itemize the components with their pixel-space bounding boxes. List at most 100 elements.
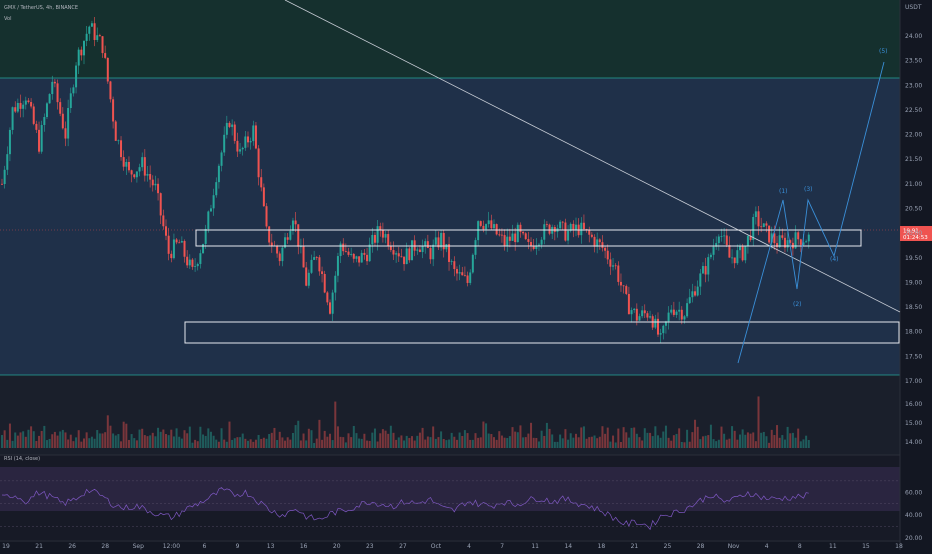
volume-bar bbox=[694, 419, 697, 448]
candle-body bbox=[479, 221, 482, 226]
candle-body bbox=[717, 236, 720, 244]
volume-bar bbox=[752, 432, 755, 448]
volume-bar bbox=[667, 437, 670, 448]
volume-bar bbox=[511, 427, 514, 448]
candle-body bbox=[313, 257, 316, 260]
volume-bar bbox=[805, 435, 808, 448]
volume-bar bbox=[247, 440, 249, 448]
candle-body bbox=[776, 243, 779, 248]
volume-bar bbox=[170, 429, 173, 448]
volume-bar bbox=[429, 437, 432, 448]
volume-bar bbox=[739, 434, 741, 448]
time-tick-label: 20 bbox=[333, 543, 341, 550]
volume-bar bbox=[352, 425, 355, 448]
volume-bar bbox=[64, 432, 67, 448]
candle-body bbox=[339, 243, 342, 257]
volume-bar bbox=[19, 432, 22, 448]
candle-body bbox=[236, 140, 239, 152]
volume-bar bbox=[675, 433, 678, 448]
volume-bar bbox=[313, 443, 316, 448]
candle-body bbox=[64, 128, 67, 139]
volume-bar bbox=[165, 434, 167, 448]
candle-body bbox=[805, 241, 808, 243]
volume-bar bbox=[363, 433, 366, 448]
time-tick-label: Nov bbox=[728, 543, 740, 550]
wave-label-5: (5) bbox=[879, 48, 888, 55]
volume-bar bbox=[366, 440, 369, 448]
candle-body bbox=[519, 224, 522, 232]
candle-body bbox=[56, 83, 59, 103]
elliott-wave-path[interactable] bbox=[737, 61, 885, 364]
upper-zone-box[interactable] bbox=[195, 229, 862, 247]
volume-bar bbox=[527, 433, 530, 448]
candle-body bbox=[606, 250, 609, 260]
lower-zone-box[interactable] bbox=[184, 321, 900, 344]
volume-bar bbox=[720, 426, 723, 448]
price-tick-label: 21.00 bbox=[905, 181, 922, 188]
candle-body bbox=[376, 226, 379, 243]
descending-trendline[interactable] bbox=[284, 0, 901, 313]
volume-bar bbox=[400, 435, 403, 448]
time-tick-label: 21 bbox=[35, 543, 43, 550]
volume-bar bbox=[773, 435, 776, 448]
candle-body bbox=[701, 266, 704, 274]
candle-body bbox=[593, 236, 596, 247]
candle-body bbox=[368, 244, 371, 262]
volume-bar bbox=[654, 426, 657, 448]
candle-body bbox=[696, 286, 699, 296]
rsi-axis-ticks: 60.00 40.00 20.00 bbox=[0, 480, 922, 542]
volume-bar bbox=[389, 425, 392, 448]
candle-body bbox=[228, 122, 231, 127]
candle-body bbox=[625, 286, 628, 294]
candle-body bbox=[448, 244, 451, 262]
volume-bar bbox=[331, 440, 334, 448]
candle-body bbox=[522, 231, 525, 234]
price-tag-time: 01:24:53 bbox=[903, 235, 928, 241]
candle-body bbox=[731, 257, 734, 259]
candle-body bbox=[194, 266, 197, 267]
volume-bar bbox=[516, 432, 519, 448]
candle-body bbox=[299, 246, 302, 248]
candle-body bbox=[8, 129, 11, 155]
candle-body bbox=[783, 237, 786, 248]
candle-body bbox=[511, 233, 514, 241]
volume-bar bbox=[339, 436, 342, 448]
volume-bar bbox=[405, 435, 408, 448]
volume-bar bbox=[760, 432, 763, 448]
candle-body bbox=[67, 108, 70, 139]
volume-bar bbox=[498, 431, 501, 448]
candle-body bbox=[178, 242, 181, 244]
candle-body bbox=[14, 107, 17, 112]
volume-bar bbox=[104, 432, 107, 448]
volume-bar bbox=[291, 432, 294, 448]
volume-bar bbox=[329, 433, 331, 448]
volume-axis-ticks: 16.00 15.00 14.00 bbox=[905, 401, 922, 446]
candle-body bbox=[233, 124, 236, 141]
volume-bar bbox=[649, 432, 652, 448]
candle-body bbox=[154, 183, 157, 186]
candle-body bbox=[461, 272, 464, 276]
candle-body bbox=[69, 93, 72, 109]
candle-body bbox=[38, 129, 41, 152]
volume-bar bbox=[167, 435, 170, 448]
volume-bar bbox=[619, 441, 622, 448]
volume-bar bbox=[305, 440, 308, 448]
volume-bar bbox=[67, 439, 70, 448]
volume-bar bbox=[209, 431, 212, 448]
volume-bar bbox=[572, 437, 575, 448]
volume-bar bbox=[448, 439, 451, 448]
candle-body bbox=[352, 253, 355, 259]
volume-bar bbox=[418, 432, 421, 448]
time-tick-label: 4 bbox=[467, 543, 471, 550]
candle-body bbox=[762, 223, 765, 228]
volume-bar bbox=[183, 430, 186, 448]
volume-bar bbox=[395, 439, 398, 448]
volume-bar bbox=[617, 428, 620, 448]
candle-body bbox=[289, 230, 292, 240]
volume-tick-label: 16.00 bbox=[905, 401, 922, 408]
volume-bar bbox=[326, 436, 329, 448]
price-tick-label: 17.50 bbox=[905, 353, 922, 360]
volume-bar bbox=[294, 425, 297, 448]
